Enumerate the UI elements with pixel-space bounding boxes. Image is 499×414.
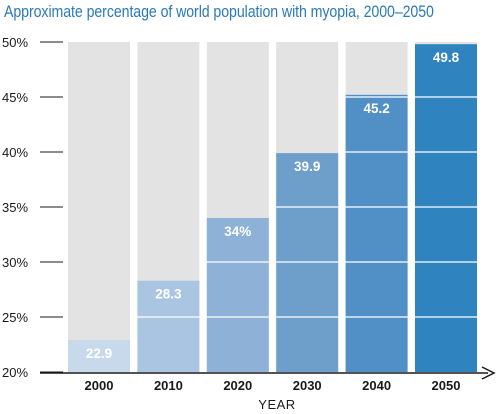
value-label-2030: 39.9 [294,159,320,174]
value-label-2000: 22.9 [86,346,112,361]
bar-2010 [137,280,200,372]
bar-2020 [206,218,269,372]
value-label-2040: 45.2 [363,101,389,116]
y-tick-label: 50% [2,35,28,50]
chart-title: Approximate percentage of world populati… [4,3,434,21]
y-tick-label: 30% [2,255,28,270]
bar-separators [137,96,477,318]
bar-2000 [68,340,130,372]
value-label-2010: 28.3 [155,287,182,302]
category-label-2030: 2030 [293,378,322,393]
x-axis [40,366,496,380]
value-label-2020: 34% [224,224,251,239]
x-axis-label: YEAR [258,397,295,412]
x-axis-category-labels: 2000 2010 2020 2030 2040 2050 [85,378,461,393]
category-label-2050: 2050 [432,378,461,393]
category-label-2020: 2020 [223,378,252,393]
y-tick-label: 35% [2,200,28,215]
bar-value-labels: 22.9 28.3 34% 39.9 45.2 49.8 [86,50,460,361]
bar-2040 [345,94,408,373]
value-label-2050: 49.8 [433,50,460,65]
category-label-2000: 2000 [85,378,114,393]
y-axis-ticks: 20% 25% 30% 35% 40% 45% 50% [2,35,63,380]
x-axis-arrow-icon [481,366,496,380]
category-label-2040: 2040 [362,378,391,393]
y-tick-label: 20% [2,365,28,380]
bar-2050 [415,44,477,372]
background-column [68,42,130,372]
category-label-2010: 2010 [154,378,183,393]
y-tick-label: 25% [2,310,28,325]
y-tick-label: 40% [2,145,28,160]
y-tick-label: 45% [2,90,28,105]
